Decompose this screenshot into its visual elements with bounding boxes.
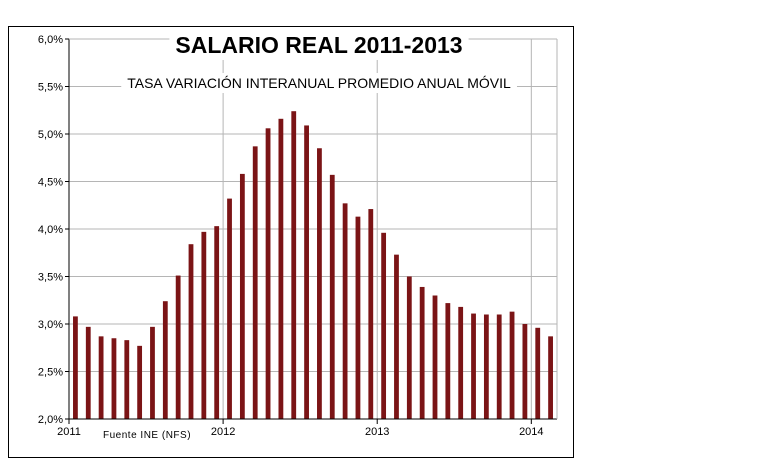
y-tick-label: 3,5% bbox=[38, 272, 63, 284]
bar bbox=[535, 327, 541, 419]
bar bbox=[278, 118, 284, 420]
bar bbox=[265, 128, 271, 420]
bar bbox=[548, 336, 553, 419]
bar bbox=[227, 198, 232, 419]
bar bbox=[137, 345, 143, 419]
y-tick-labels: 6,0% 5,5% 5,0% 4,5% 4,0% 3,5% 3,0% 2,5% 2,0% bbox=[38, 34, 63, 426]
bar bbox=[111, 338, 117, 419]
bar bbox=[496, 314, 502, 419]
bar bbox=[124, 340, 130, 419]
y-tick-label: 6,0% bbox=[38, 34, 63, 46]
y-tick-label: 4,0% bbox=[38, 224, 63, 236]
bar bbox=[509, 311, 515, 419]
bar bbox=[394, 254, 399, 419]
bar bbox=[214, 226, 220, 419]
source-note: Fuente INE (NFS) bbox=[103, 430, 191, 441]
bar bbox=[304, 125, 309, 419]
bar bbox=[381, 232, 387, 419]
bar bbox=[445, 303, 451, 419]
bars bbox=[73, 111, 553, 420]
bar bbox=[419, 286, 425, 419]
bar bbox=[355, 216, 361, 419]
bar bbox=[368, 209, 374, 419]
bar bbox=[432, 295, 438, 419]
y-tick-label: 5,5% bbox=[38, 82, 63, 94]
label-backdrop bbox=[169, 30, 469, 60]
x-tick-labels: 2011 2012 2013 2014 bbox=[57, 426, 543, 438]
x-tick-label: 2011 bbox=[57, 426, 81, 438]
bar bbox=[98, 336, 104, 419]
bar bbox=[329, 174, 335, 419]
bar bbox=[239, 173, 245, 419]
bar-chart: 6,0% 5,5% 5,0% 4,5% 4,0% 3,5% 3,0% 2,5% 2,0% 201… bbox=[38, 30, 558, 441]
chart-subtitle: TASA VARIACIÓN INTERANUAL PROMEDIO ANUAL… bbox=[127, 75, 511, 91]
y-tick-label: 5,0% bbox=[38, 129, 63, 141]
bar bbox=[201, 231, 207, 419]
bar bbox=[252, 146, 258, 419]
bar bbox=[73, 316, 78, 419]
y-tick-label: 2,0% bbox=[38, 414, 63, 426]
bar bbox=[85, 326, 91, 419]
bar bbox=[406, 276, 412, 419]
bar bbox=[291, 111, 297, 419]
chart-title: SALARIO REAL 2011-2013 bbox=[175, 32, 462, 58]
y-tick-label: 2,5% bbox=[38, 367, 63, 379]
x-tick-label: 2012 bbox=[211, 426, 235, 438]
x-tick-label: 2013 bbox=[365, 426, 389, 438]
bar bbox=[317, 148, 322, 419]
gridlines bbox=[69, 38, 557, 419]
bar bbox=[162, 301, 168, 419]
bar bbox=[188, 244, 194, 419]
bar bbox=[342, 203, 348, 419]
bar bbox=[483, 314, 489, 419]
chart-frame: 6,0% 5,5% 5,0% 4,5% 4,0% 3,5% 3,0% 2,5% 2,0% 201… bbox=[8, 26, 574, 458]
bar bbox=[522, 324, 528, 419]
bar bbox=[458, 306, 464, 419]
x-tick-label: 2014 bbox=[519, 426, 543, 438]
y-tick-label: 4,5% bbox=[38, 177, 63, 189]
label-backdrop bbox=[121, 73, 517, 93]
bar bbox=[471, 313, 476, 419]
bar bbox=[150, 326, 155, 419]
y-tick-label: 3,0% bbox=[38, 319, 63, 331]
bar bbox=[175, 275, 181, 419]
